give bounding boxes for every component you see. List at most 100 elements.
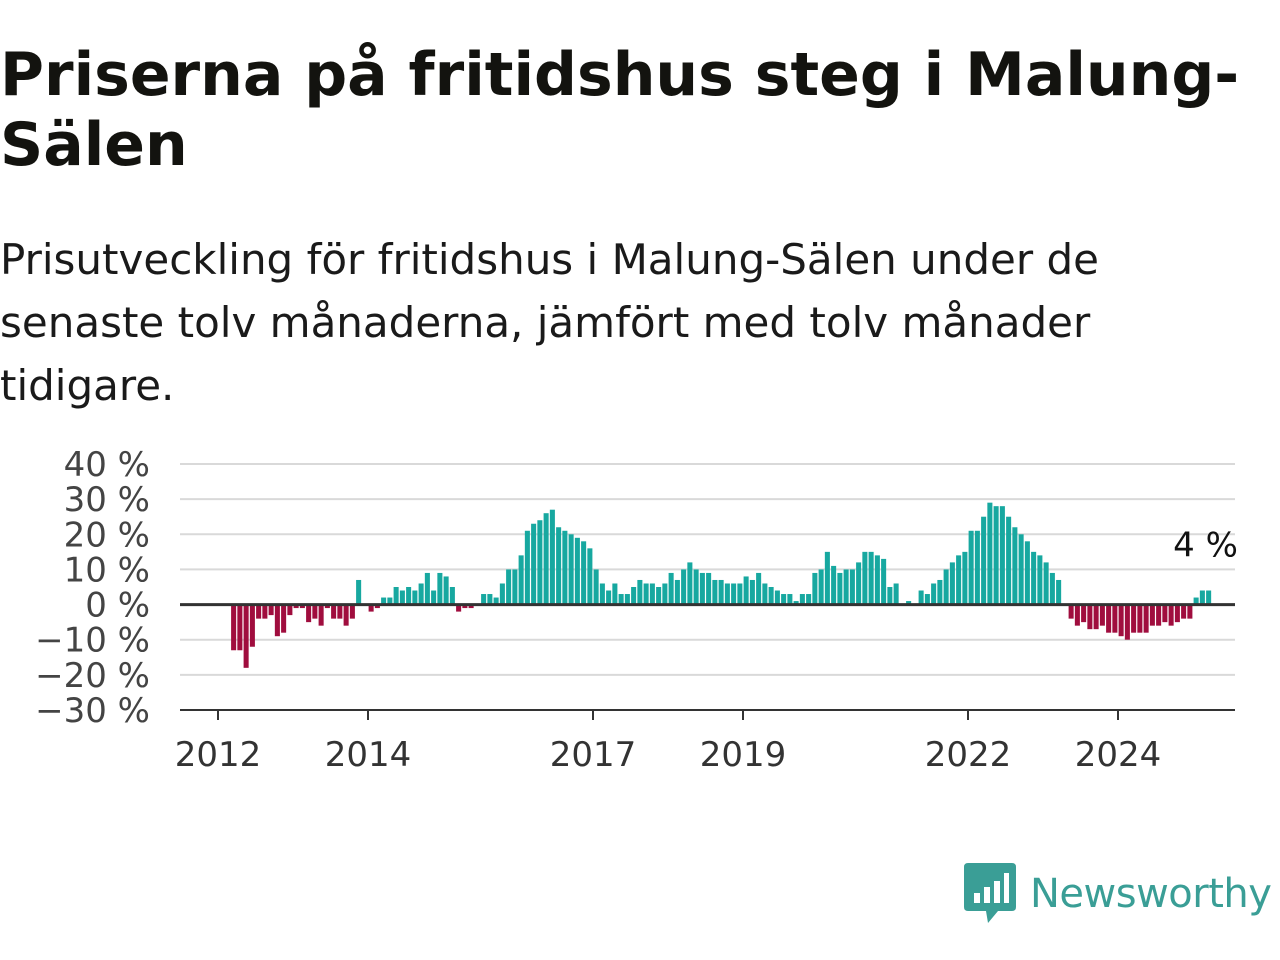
bar bbox=[668, 572, 674, 605]
bar bbox=[706, 572, 712, 605]
bar bbox=[1193, 597, 1199, 605]
bar bbox=[693, 569, 699, 605]
bar bbox=[1043, 562, 1049, 605]
bar bbox=[537, 520, 543, 605]
bar bbox=[1149, 604, 1155, 626]
bar bbox=[343, 604, 349, 626]
bar bbox=[1087, 604, 1093, 630]
bar bbox=[718, 579, 724, 605]
bar bbox=[443, 576, 449, 605]
bar bbox=[556, 527, 562, 605]
bar bbox=[487, 594, 493, 605]
y-tick-label: −10 % bbox=[35, 621, 150, 661]
bar bbox=[281, 604, 287, 633]
bar bbox=[549, 509, 555, 605]
bar bbox=[1006, 516, 1012, 605]
bar bbox=[243, 604, 249, 668]
bar bbox=[562, 530, 568, 605]
bar bbox=[712, 579, 718, 605]
bar bbox=[974, 530, 980, 605]
bar bbox=[1056, 579, 1062, 605]
bar bbox=[862, 551, 868, 605]
bar bbox=[499, 583, 505, 605]
bar bbox=[806, 594, 812, 605]
bar bbox=[237, 604, 243, 651]
bar bbox=[743, 576, 749, 605]
bar bbox=[1024, 541, 1030, 605]
bar bbox=[1181, 604, 1187, 619]
bar bbox=[824, 551, 830, 605]
y-tick-label: −20 % bbox=[35, 656, 150, 696]
bar bbox=[256, 604, 262, 619]
bar bbox=[662, 583, 668, 605]
bar bbox=[506, 569, 512, 605]
bar-chart: −30 %−20 %−10 %0 %10 %20 %30 %40 % 2012 2… bbox=[35, 445, 1238, 775]
bar bbox=[349, 604, 355, 619]
bar bbox=[512, 569, 518, 605]
bar bbox=[631, 587, 637, 605]
bar bbox=[312, 604, 318, 619]
bar bbox=[249, 604, 255, 647]
brand-logo: Newsworthy bbox=[964, 862, 1272, 926]
bar bbox=[387, 597, 393, 605]
bar bbox=[856, 562, 862, 605]
brand-name: Newsworthy bbox=[1030, 871, 1272, 917]
bar bbox=[918, 590, 924, 605]
bar bbox=[724, 583, 730, 605]
bar bbox=[612, 583, 618, 605]
bar bbox=[287, 604, 293, 616]
bar bbox=[849, 569, 855, 605]
x-tick-label: 2024 bbox=[1075, 735, 1162, 775]
bar bbox=[331, 604, 337, 619]
bar bbox=[999, 506, 1005, 605]
bar bbox=[781, 594, 787, 605]
bar bbox=[656, 587, 662, 605]
bar bbox=[1156, 604, 1162, 626]
bar bbox=[1174, 604, 1180, 623]
bar bbox=[924, 594, 930, 605]
bar bbox=[593, 569, 599, 605]
bar bbox=[356, 579, 362, 605]
gridlines bbox=[180, 463, 1235, 711]
x-tick-label: 2014 bbox=[325, 735, 412, 775]
bar bbox=[968, 530, 974, 605]
chart-subtitle: Prisutveckling för fritidshus i Malung-S… bbox=[0, 235, 1099, 410]
bar bbox=[431, 590, 437, 605]
x-tick-label: 2019 bbox=[700, 735, 787, 775]
bar bbox=[837, 572, 843, 605]
bar bbox=[1112, 604, 1118, 633]
y-tick-label: 20 % bbox=[64, 515, 150, 555]
bar bbox=[299, 604, 305, 609]
bar bbox=[687, 562, 693, 605]
bar bbox=[318, 604, 324, 626]
y-axis-tick-labels: −30 %−20 %−10 %0 %10 %20 %30 %40 % bbox=[35, 445, 150, 731]
bar bbox=[543, 513, 549, 605]
bar bbox=[324, 604, 330, 609]
bar bbox=[493, 597, 499, 605]
axes bbox=[180, 603, 1235, 720]
bar bbox=[881, 558, 887, 605]
bar bbox=[393, 587, 399, 605]
bar bbox=[381, 597, 387, 605]
bar bbox=[418, 583, 424, 605]
bar bbox=[581, 541, 587, 605]
bar bbox=[756, 572, 762, 605]
bar bbox=[931, 583, 937, 605]
bar bbox=[1018, 534, 1024, 605]
bar bbox=[1037, 555, 1043, 605]
bar bbox=[599, 583, 605, 605]
bar bbox=[768, 587, 774, 605]
bar bbox=[412, 590, 418, 605]
y-tick-label: 40 % bbox=[64, 445, 150, 485]
bar bbox=[456, 604, 462, 612]
bar bbox=[993, 506, 999, 605]
x-tick-label: 2017 bbox=[550, 735, 637, 775]
bar bbox=[1137, 604, 1143, 633]
bar bbox=[1049, 572, 1055, 605]
bar bbox=[624, 594, 630, 605]
bar bbox=[937, 579, 943, 605]
bar bbox=[843, 569, 849, 605]
bar bbox=[887, 587, 893, 605]
bar bbox=[1118, 604, 1124, 637]
bar bbox=[1068, 604, 1074, 619]
